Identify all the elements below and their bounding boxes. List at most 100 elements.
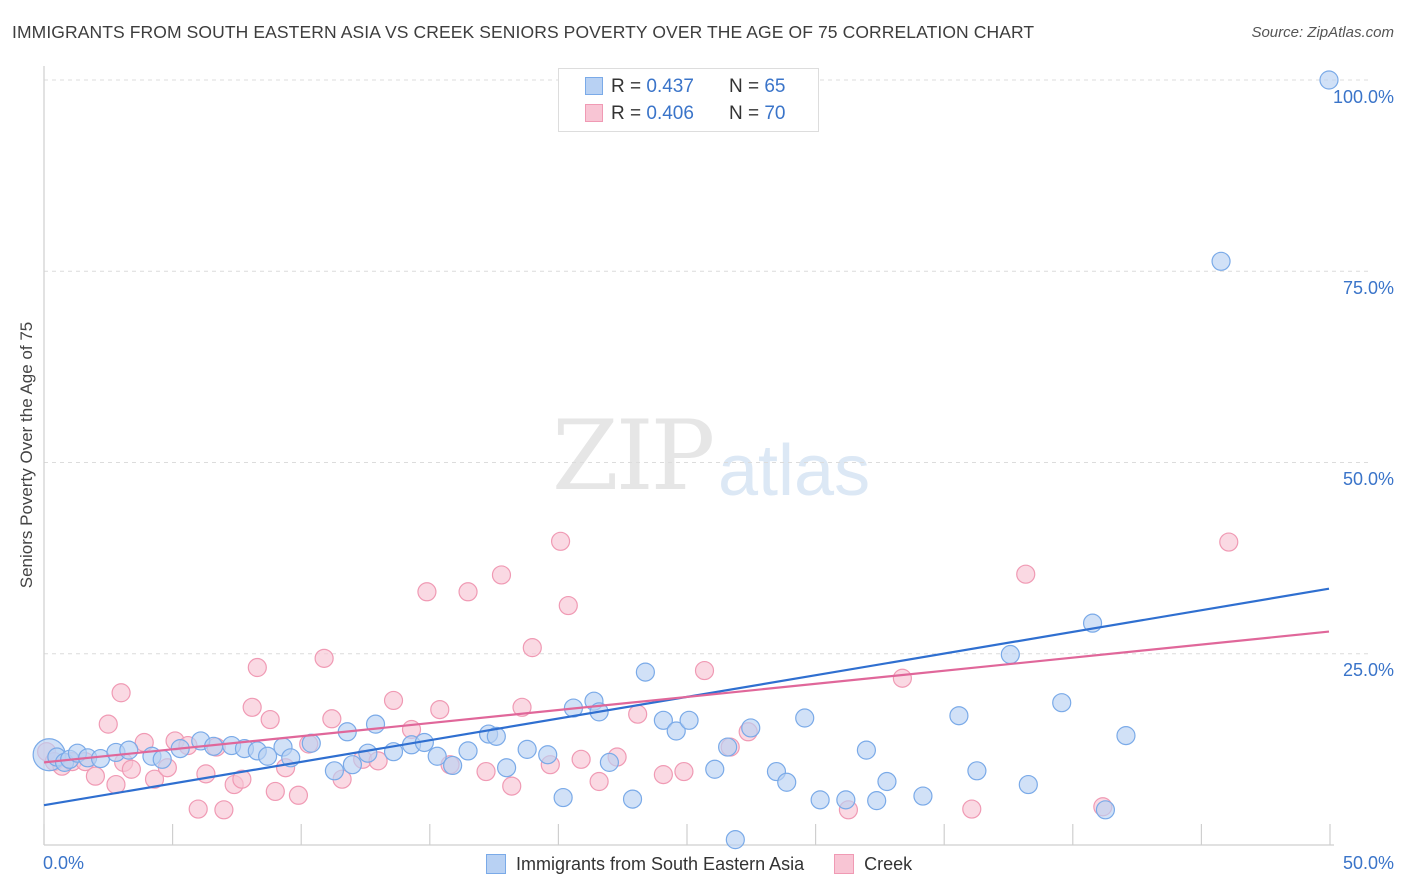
point-creek xyxy=(417,582,437,602)
point-creek xyxy=(628,704,648,724)
x-tick-label-0: 0.0% xyxy=(43,853,85,873)
point-creek xyxy=(106,774,126,795)
point-immigrants xyxy=(810,790,830,810)
point-creek xyxy=(558,595,578,616)
point-creek xyxy=(550,531,571,551)
point-creek xyxy=(476,761,496,782)
point-creek xyxy=(1016,564,1036,584)
point-creek xyxy=(571,749,591,769)
point-immigrants xyxy=(795,708,815,728)
r-value: 0.437 xyxy=(646,76,694,97)
legend-item-creek: Creek xyxy=(834,854,912,875)
y-tick-label-100: 100.0% xyxy=(1332,87,1394,107)
point-creek xyxy=(512,697,532,717)
n-label: N = xyxy=(728,76,760,97)
point-immigrants xyxy=(538,745,558,765)
point-immigrants xyxy=(705,759,725,779)
legend-label-immigrants: Immigrants from South Eastern Asia xyxy=(516,853,805,874)
watermark-zip: ZIP xyxy=(552,400,715,512)
point-immigrants xyxy=(1000,644,1020,665)
point-immigrants xyxy=(1095,800,1116,820)
point-creek xyxy=(322,709,342,729)
point-creek xyxy=(288,785,309,805)
correlation-legend: R = 0.437 N = 65 R = 0.406 N = 70 xyxy=(558,68,819,132)
point-creek xyxy=(214,800,234,820)
point-immigrants xyxy=(427,746,447,766)
legend-swatch-blue xyxy=(486,854,506,874)
point-creek xyxy=(892,668,912,688)
point-immigrants xyxy=(877,771,897,792)
trend-line-creek xyxy=(43,630,1330,764)
point-creek xyxy=(962,799,982,819)
point-immigrants xyxy=(967,761,987,781)
point-immigrants xyxy=(599,752,620,772)
grid-lines xyxy=(44,79,1370,655)
point-immigrants xyxy=(725,830,745,850)
point-immigrants xyxy=(1052,693,1072,713)
pink-swatch xyxy=(585,104,603,122)
chart-title: IMMIGRANTS FROM SOUTH EASTERN ASIA VS CR… xyxy=(12,22,1035,42)
point-creek xyxy=(430,699,450,720)
point-immigrants xyxy=(497,758,517,778)
point-creek xyxy=(265,781,285,802)
point-creek xyxy=(144,769,165,789)
legend-label-creek: Creek xyxy=(864,853,913,874)
point-immigrants xyxy=(867,791,887,811)
point-immigrants xyxy=(679,710,699,730)
x-tick-label-50: 50.0% xyxy=(1342,853,1394,873)
blue-swatch xyxy=(585,77,603,95)
point-immigrants xyxy=(486,726,506,746)
point-immigrants xyxy=(443,755,463,776)
legend-item-immigrants: Immigrants from South Eastern Asia xyxy=(486,854,804,875)
r-label: R = xyxy=(611,76,642,97)
point-immigrants xyxy=(1018,774,1038,795)
point-immigrants xyxy=(1211,251,1231,271)
point-immigrants xyxy=(836,790,856,810)
series-legend: Immigrants from South Eastern Asia Creek xyxy=(486,852,942,876)
r-value: 0.406 xyxy=(646,103,694,124)
point-creek xyxy=(242,697,262,717)
point-creek xyxy=(491,565,512,585)
r-label: R = xyxy=(611,103,642,124)
point-immigrants xyxy=(777,772,797,792)
point-immigrants xyxy=(257,746,278,766)
point-creek xyxy=(502,776,522,796)
point-creek xyxy=(383,690,404,711)
point-immigrants xyxy=(342,755,362,775)
y-tick-label-75: 75.0% xyxy=(1342,278,1394,298)
point-creek xyxy=(188,799,208,819)
point-creek xyxy=(653,765,673,785)
point-creek xyxy=(260,709,280,730)
point-creek xyxy=(522,638,542,658)
point-creek xyxy=(589,771,609,792)
point-immigrants xyxy=(1116,726,1136,746)
y-tick-label-25: 25.0% xyxy=(1342,660,1394,680)
point-immigrants xyxy=(856,740,877,760)
point-creek xyxy=(111,683,131,703)
point-immigrants xyxy=(365,714,386,734)
point-creek xyxy=(247,657,267,678)
legend-row-blue: R = 0.437 N = 65 xyxy=(585,75,786,99)
point-immigrants xyxy=(517,739,537,759)
point-creek xyxy=(458,582,478,602)
point-creek xyxy=(98,714,118,734)
point-immigrants xyxy=(666,721,686,741)
point-immigrants xyxy=(458,741,478,761)
legend-swatch-pink xyxy=(834,854,855,874)
points-layer xyxy=(32,70,1339,850)
point-immigrants xyxy=(553,787,573,808)
point-immigrants xyxy=(119,740,139,760)
point-creek xyxy=(674,761,694,782)
point-immigrants xyxy=(622,789,643,809)
point-immigrants xyxy=(949,706,969,726)
point-immigrants xyxy=(913,786,933,806)
n-value: 65 xyxy=(764,76,786,97)
point-creek xyxy=(314,648,334,668)
point-immigrants xyxy=(718,737,738,757)
axes xyxy=(43,66,1334,846)
point-immigrants xyxy=(358,743,378,763)
y-tick-label-50: 50.0% xyxy=(1342,469,1394,489)
point-creek xyxy=(232,769,252,789)
point-immigrants xyxy=(152,749,172,769)
